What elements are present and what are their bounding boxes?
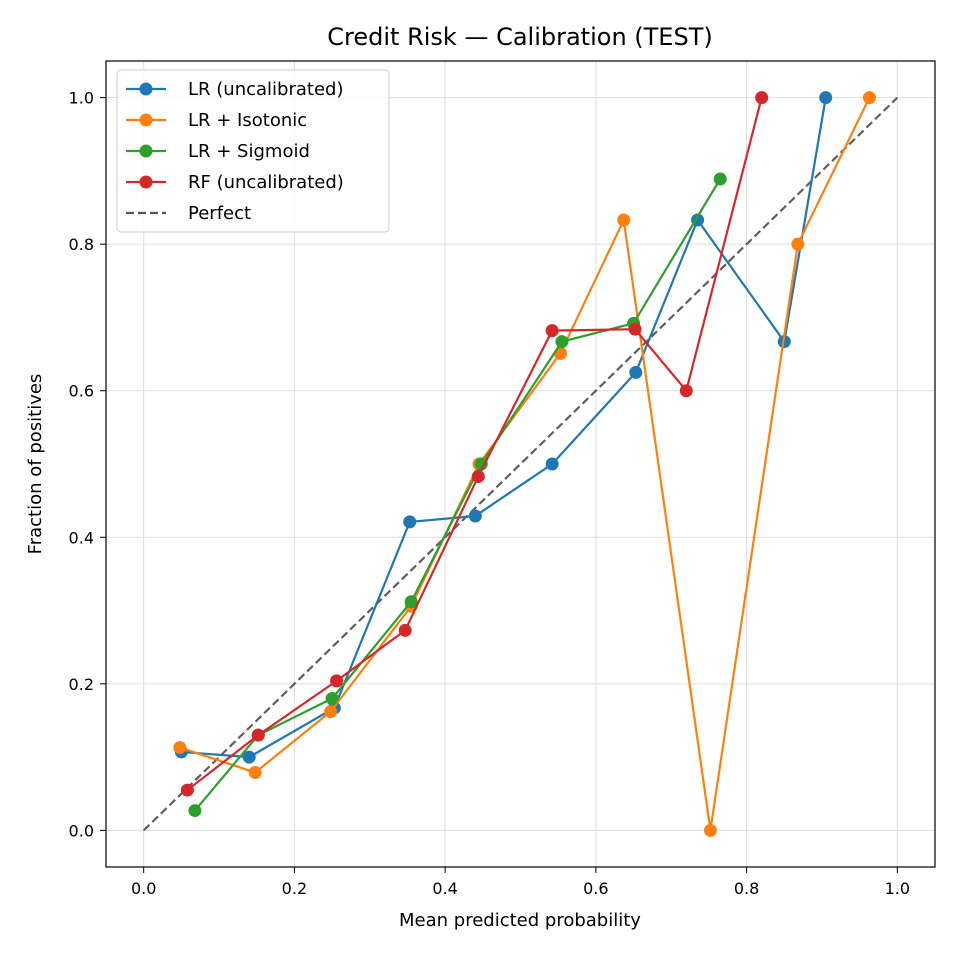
x-tick-label: 0.8 (734, 879, 759, 898)
data-point (188, 804, 202, 818)
data-point (555, 335, 569, 349)
plot-area (142, 91, 899, 837)
x-tick-label: 0.0 (131, 879, 156, 898)
series-line (179, 97, 871, 831)
data-point (398, 623, 412, 637)
data-point (703, 823, 717, 837)
data-point (629, 365, 643, 379)
x-axis-label: Mean predicted probability (399, 910, 641, 931)
chart-title: Credit Risk — Calibration (TEST) (327, 23, 712, 51)
series-line (194, 178, 722, 812)
legend-label: LR (uncalibrated) (188, 79, 343, 100)
legend: LR (uncalibrated) LR + Isotonic LR + Sigmo… (116, 69, 390, 233)
data-point (180, 783, 194, 797)
legend-item: LR + Sigmoid (126, 141, 310, 162)
series-perfect (142, 96, 899, 832)
x-tick-label: 0.4 (432, 879, 457, 898)
legend-marker (139, 113, 153, 127)
data-point (628, 322, 642, 336)
y-tick-label: 1.0 (69, 89, 94, 108)
y-axis-label: Fraction of positives (25, 374, 46, 555)
legend-marker (139, 144, 153, 158)
legend-marker (139, 175, 153, 189)
data-point (862, 91, 876, 105)
data-point (330, 674, 344, 688)
data-point (403, 515, 417, 529)
data-point (819, 91, 833, 105)
legend-marker (139, 82, 153, 96)
series-lr-uncalibrated (174, 91, 833, 764)
data-point (713, 172, 727, 186)
plot-frame (105, 60, 936, 868)
data-point (173, 741, 187, 755)
ticks: 0.0 0.2 0.4 0.6 0.8 1.0 0.0 0.2 0.4 0.6 0.8 1.0 (69, 89, 910, 898)
data-point (474, 457, 488, 471)
y-tick-label: 0.2 (69, 675, 94, 694)
legend-box (116, 69, 390, 233)
x-tick-label: 0.6 (583, 879, 608, 898)
data-point (471, 469, 485, 483)
legend-item: LR (uncalibrated) (126, 79, 343, 100)
data-point (468, 509, 482, 523)
data-point (553, 346, 567, 360)
data-point (324, 705, 338, 719)
x-tick-label: 1.0 (885, 879, 910, 898)
y-tick-label: 0.6 (69, 382, 94, 401)
legend-item: RF (uncalibrated) (126, 172, 344, 193)
legend-label: LR + Isotonic (188, 110, 307, 131)
y-tick-label: 0.4 (69, 528, 94, 547)
data-point (404, 595, 418, 609)
legend-item: Perfect (126, 203, 251, 224)
data-point (755, 91, 769, 105)
series-line (181, 97, 827, 759)
data-point (617, 213, 631, 227)
y-tick-label: 0.8 (69, 235, 94, 254)
legend-label: LR + Sigmoid (188, 141, 310, 162)
data-point (545, 324, 559, 338)
series-rf-uncalibrated (180, 91, 769, 797)
x-tick-label: 0.2 (282, 879, 307, 898)
series-lr-sigmoid (188, 172, 727, 818)
legend-label: Perfect (188, 203, 251, 224)
legend-label: RF (uncalibrated) (188, 172, 344, 193)
data-point (325, 691, 339, 705)
data-point (242, 750, 256, 764)
data-point (251, 728, 265, 742)
data-point (679, 384, 693, 398)
data-point (248, 765, 262, 779)
perfect-calibration-line (142, 96, 899, 832)
data-point (791, 237, 805, 251)
data-point (545, 457, 559, 471)
legend-item: LR + Isotonic (126, 110, 307, 131)
y-tick-label: 0.0 (69, 821, 94, 840)
